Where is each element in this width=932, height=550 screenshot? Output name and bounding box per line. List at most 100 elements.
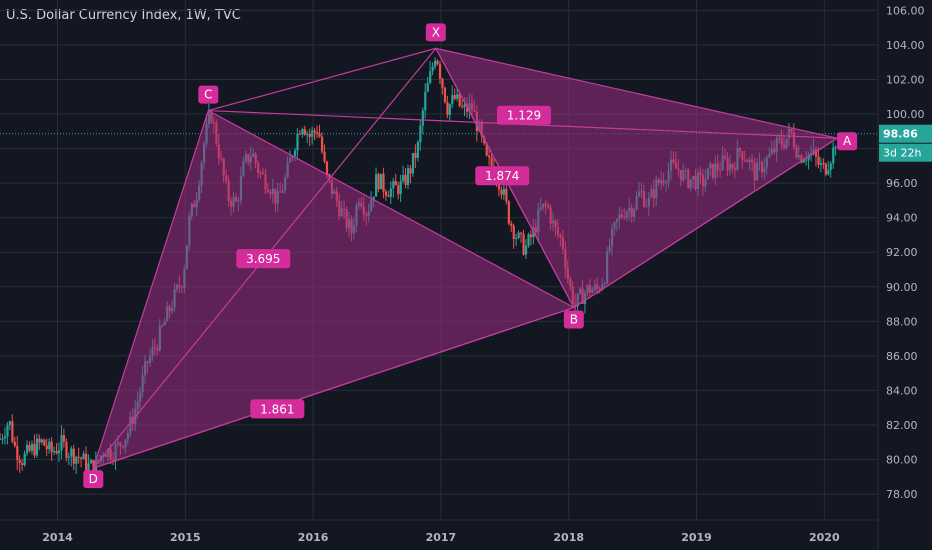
candle-body (57, 450, 61, 454)
candle-body (372, 196, 375, 200)
candle-body (82, 453, 85, 460)
harmonic-pattern[interactable]: X A B C D 1.129 1.874 3.695 1.861 (83, 23, 858, 489)
candle-body (301, 129, 304, 135)
candle-body (434, 60, 437, 67)
candle-body (461, 106, 464, 108)
candle-body (62, 435, 66, 442)
candle-body (306, 133, 309, 135)
y-tick-label: 106.00 (886, 4, 925, 17)
candle-body (28, 444, 31, 451)
time-axis[interactable]: 2014 2015 2016 2017 2018 2019 2020 (0, 519, 878, 544)
candle-body (406, 168, 410, 186)
candle-body (75, 456, 78, 464)
candle-body (443, 87, 447, 102)
ratio-badge (250, 399, 305, 419)
pattern-line-bd (93, 306, 575, 469)
candle-body (424, 91, 427, 111)
candle-body (512, 225, 515, 239)
candle-body (35, 438, 39, 456)
candle-body (55, 451, 58, 454)
candle-body (33, 443, 36, 456)
candle-body (387, 195, 390, 197)
candle-body (510, 223, 513, 226)
candle-body (431, 66, 434, 72)
candle-body (70, 448, 73, 457)
candle-body (375, 174, 378, 197)
y-tick-label: 92.00 (886, 246, 918, 259)
candle-body (402, 174, 405, 181)
x-tick-label: 2018 (553, 531, 584, 544)
x-tick-label: 2020 (809, 531, 840, 544)
x-tick-label: 2014 (42, 531, 73, 544)
ratio-label: 1.861 (260, 402, 294, 416)
candle-body (517, 232, 520, 238)
candle-body (802, 160, 805, 163)
pattern-point-label: C (204, 88, 212, 102)
candle-body (817, 156, 820, 165)
candle-body (814, 149, 818, 157)
candle-body (53, 451, 56, 453)
candle-body (313, 130, 316, 133)
candle-body (60, 435, 63, 451)
x-tick-label: 2016 (298, 531, 329, 544)
pattern-point-label: X (432, 25, 440, 39)
candle-body (399, 180, 402, 195)
candle-body (500, 189, 503, 195)
pattern-point-label: A (843, 134, 852, 148)
candle-body (522, 234, 525, 255)
candle-body (72, 448, 75, 464)
candle-body (23, 453, 26, 466)
candle-body (529, 234, 533, 238)
candle-body (436, 60, 439, 65)
candle-body (382, 173, 385, 192)
candle-body (384, 191, 388, 196)
candle-body (80, 457, 83, 460)
ratio-badge (496, 105, 551, 125)
candle-body (453, 95, 456, 99)
candle-body (87, 463, 90, 471)
candle-body (520, 232, 523, 235)
candle-body (77, 456, 80, 458)
candle-body (394, 181, 397, 186)
candle-body (488, 155, 491, 158)
candle-body (429, 71, 432, 84)
candle-body (320, 136, 324, 152)
pattern-point-badge (837, 132, 858, 151)
y-tick-label: 102.00 (886, 73, 925, 86)
candle-body (834, 147, 837, 149)
candle-body (414, 152, 417, 158)
ratio-label: 1.129 (507, 109, 541, 123)
candle-body (38, 438, 41, 443)
candle-body (463, 104, 466, 108)
candle-body (416, 142, 420, 158)
candle-body (819, 163, 823, 165)
candle-body (458, 94, 461, 107)
pattern-point-badge (198, 85, 219, 104)
candle-body (8, 421, 12, 425)
candle-body (822, 163, 825, 165)
candle-body (377, 174, 380, 190)
y-tick-label: 100.00 (886, 108, 925, 121)
chart-title: U.S. Dollar Currency Index, 1W, TVC (6, 8, 241, 23)
y-tick-label: 104.00 (886, 39, 925, 52)
candle-body (527, 234, 530, 246)
price-axis[interactable]: 78.00 80.00 82.00 84.00 86.00 88.00 90.00 92.00… (877, 0, 925, 550)
pattern-point-label: B (570, 313, 578, 327)
candle-body (318, 133, 321, 137)
y-tick-label: 82.00 (886, 419, 918, 432)
candle-body (441, 78, 444, 88)
candle-body (389, 188, 392, 197)
candle-body (21, 463, 24, 466)
y-tick-label: 78.00 (886, 488, 918, 501)
pattern-point-badge (425, 23, 446, 42)
candle-body (448, 104, 451, 115)
y-tick-label: 94.00 (886, 212, 918, 225)
candle-body (456, 94, 459, 99)
y-tick-label: 86.00 (886, 350, 918, 363)
candle-body (515, 237, 518, 239)
pattern-line-ab (573, 137, 838, 309)
candle-body (316, 132, 319, 134)
candle-body (1, 438, 4, 440)
